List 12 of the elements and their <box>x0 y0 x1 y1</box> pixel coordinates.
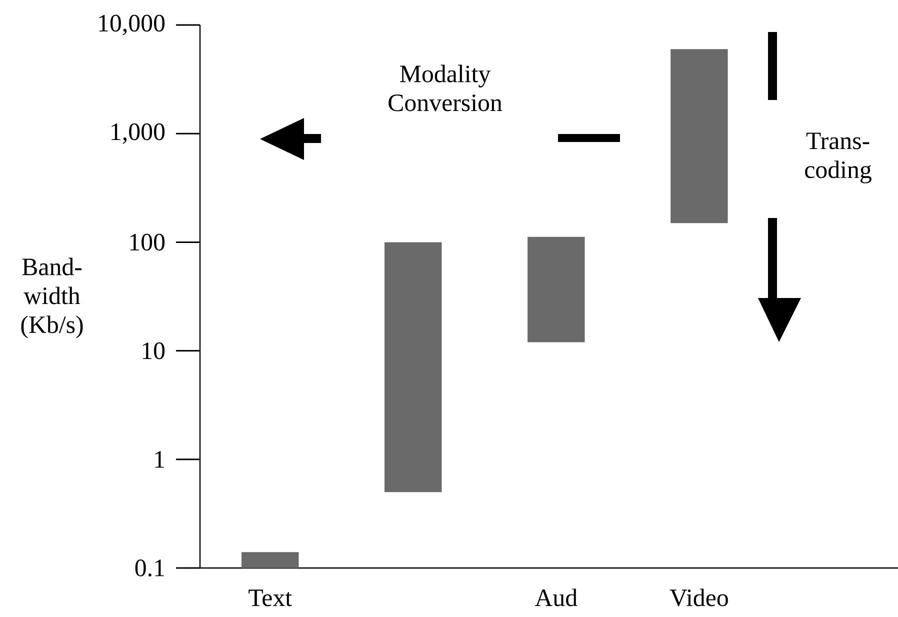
x-tick-label: Aud <box>534 588 578 606</box>
annotation: Modality Conversion <box>388 64 502 112</box>
y-tick-label: 10,000 <box>99 14 165 36</box>
y-tick-label: 100 <box>130 234 165 251</box>
y-axis-title: Band-width (Kb/s) <box>21 258 83 338</box>
x-tick-label: Text <box>248 590 292 606</box>
x-tick-label: Video <box>670 588 728 606</box>
text: Trans-coding <box>805 132 872 184</box>
y-tick-label: 10 <box>142 342 165 360</box>
y-tick-label: 0.1 <box>135 560 164 576</box>
y-tick-label: 1,000 <box>112 123 165 144</box>
y-tick-label: 1 <box>155 451 164 468</box>
